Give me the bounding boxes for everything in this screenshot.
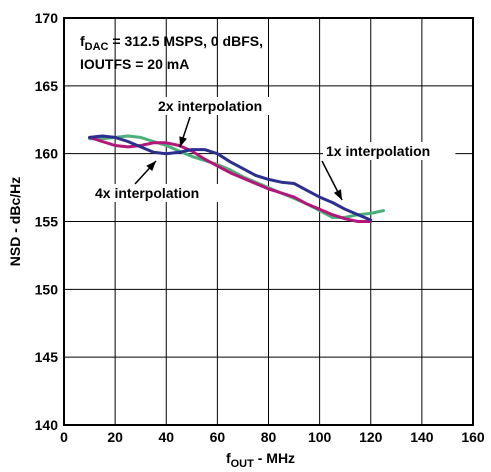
x-tick-label: 120 bbox=[359, 429, 383, 445]
arrow-head bbox=[146, 161, 156, 172]
x-tick-label: 60 bbox=[210, 429, 226, 445]
x-tick-label: 140 bbox=[410, 429, 434, 445]
series-labels: 2x interpolation 1x interpolation 4x inter… bbox=[92, 97, 456, 202]
x-tick-label: 40 bbox=[158, 429, 174, 445]
arrow-head bbox=[179, 136, 187, 147]
y-tick-label: 160 bbox=[35, 146, 59, 162]
x-tick-label: 100 bbox=[308, 429, 332, 445]
y-tick-label: 145 bbox=[35, 349, 59, 365]
annotation-line-1: fDAC = 312.5 MSPS, 0 dBFS, bbox=[80, 33, 263, 53]
x-tick-labels: 0 20 40 60 80 100 120 140 160 bbox=[60, 429, 485, 445]
x-tick-label: 0 bbox=[60, 429, 68, 445]
y-axis-title: NSD - dBc/Hz bbox=[7, 177, 23, 266]
plot-frame bbox=[63, 17, 474, 426]
series-line bbox=[88, 134, 385, 219]
x-tick-label: 20 bbox=[107, 429, 123, 445]
arrow-head bbox=[333, 189, 342, 200]
annotation-line-2: IOUTFS = 20 mA bbox=[80, 56, 189, 72]
series-label: 2x interpolation bbox=[158, 98, 262, 114]
y-tick-label: 150 bbox=[35, 281, 59, 297]
series-lines bbox=[88, 134, 385, 223]
y-tick-label: 155 bbox=[35, 214, 59, 230]
series-line bbox=[88, 134, 373, 222]
series-label-bg bbox=[155, 97, 288, 115]
series-label: 1x interpolation bbox=[326, 143, 430, 159]
y-tick-label: 165 bbox=[35, 78, 59, 94]
x-tick-label: 160 bbox=[461, 429, 485, 445]
y-tick-label: 140 bbox=[35, 417, 59, 433]
series-label-bg bbox=[323, 142, 456, 160]
series-label: 4x interpolation bbox=[95, 185, 199, 201]
series-label-bg bbox=[92, 184, 225, 202]
y-tick-label: 170 bbox=[35, 10, 59, 26]
grid-lines bbox=[63, 17, 474, 426]
x-axis-title: fOUT - MHz bbox=[226, 450, 295, 470]
y-tick-labels: 140 145 150 155 160 165 170 bbox=[35, 10, 59, 433]
x-tick-label: 80 bbox=[261, 429, 277, 445]
